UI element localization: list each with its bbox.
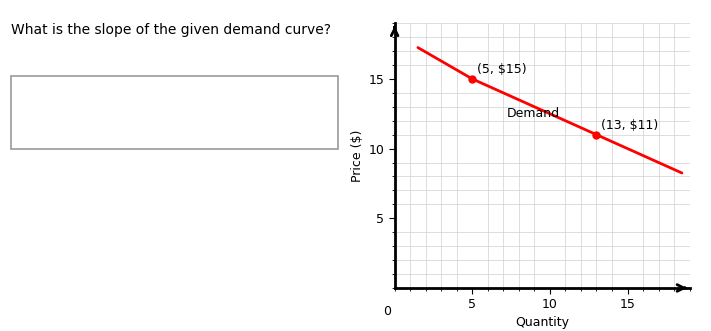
Y-axis label: Price ($): Price ($) bbox=[351, 129, 364, 182]
Text: (13, $11): (13, $11) bbox=[601, 119, 658, 132]
FancyBboxPatch shape bbox=[11, 76, 338, 149]
X-axis label: Quantity: Quantity bbox=[515, 315, 569, 329]
Text: (5, $15): (5, $15) bbox=[477, 63, 527, 76]
Text: What is the slope of the given demand curve?: What is the slope of the given demand cu… bbox=[11, 23, 331, 37]
Text: Demand: Demand bbox=[506, 107, 560, 119]
Text: 0: 0 bbox=[383, 305, 391, 318]
